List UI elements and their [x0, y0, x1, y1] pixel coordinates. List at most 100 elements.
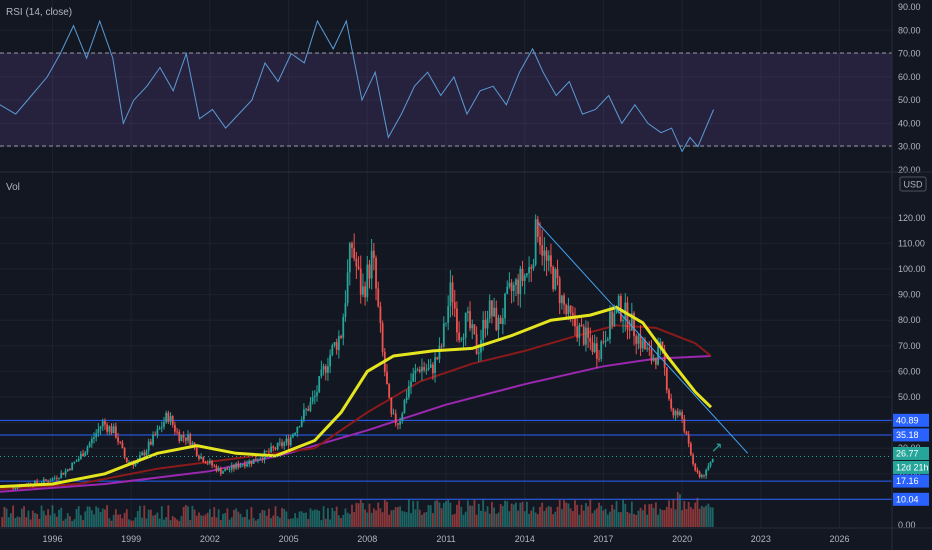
volume-bar: [543, 511, 546, 527]
candle-body: [285, 438, 288, 443]
volume-bar: [414, 509, 417, 527]
volume-bar: [119, 514, 122, 527]
price-tags: 40.89 35.18 26.77 12d 21h 17.16 10.04: [0, 413, 929, 506]
volume-bar: [401, 510, 404, 527]
candle-body: [552, 266, 555, 290]
volume-bar: [189, 519, 192, 527]
volume-bar: [447, 500, 450, 527]
volume-bar: [31, 510, 34, 527]
volume-bar: [206, 512, 209, 527]
volume-bar: [276, 515, 279, 527]
volume-bar: [541, 502, 544, 527]
volume-bar: [340, 518, 342, 527]
candle-body: [397, 423, 399, 425]
volume-bar: [27, 510, 30, 527]
volume-bar: [211, 516, 213, 527]
volume-bar: [73, 519, 76, 527]
volume-bar: [464, 511, 467, 527]
volume-bar: [93, 514, 95, 527]
candle-body: [434, 357, 436, 374]
rsi-pane[interactable]: RSI (14, close) 90.00 80.00 70.00 60.00 50.0…: [0, 2, 921, 175]
time-tick-label: 2020: [672, 534, 692, 544]
price-tag-label: 35.18: [896, 430, 919, 440]
volume-bar: [7, 517, 10, 527]
candle-body: [294, 433, 297, 435]
price-tick-label: 0.00: [898, 520, 916, 530]
candle-body: [160, 426, 163, 428]
candle-body: [517, 279, 520, 294]
volume-bar: [392, 509, 395, 527]
candle-body: [230, 465, 233, 470]
volume-bar: [257, 519, 259, 527]
candle-body: [497, 317, 500, 330]
volume-bar: [322, 506, 325, 527]
rsi-title: RSI (14, close): [6, 7, 72, 18]
volume-bar: [670, 508, 673, 527]
volume-bar: [659, 508, 662, 527]
volume-bar: [182, 507, 185, 527]
candle-body: [49, 480, 52, 482]
candle-body: [272, 446, 275, 448]
candle-body: [501, 318, 504, 324]
candle-body: [595, 343, 598, 359]
price-pane[interactable]: Vol 120.00 110.00 100.00 90.00 80.00 70.00 60.…: [0, 176, 929, 530]
volume-bar: [569, 508, 572, 527]
candle-body: [99, 426, 102, 429]
volume-bar: [622, 499, 624, 527]
candle-body: [423, 367, 426, 370]
volume-bar: [471, 505, 474, 527]
volume-bar: [296, 518, 299, 527]
time-tick-label: 2011: [436, 534, 455, 544]
volume-bar: [679, 494, 681, 527]
volume-bar: [215, 517, 218, 527]
candle-body: [473, 324, 476, 335]
volume-bar: [132, 520, 135, 527]
volume-bar: [97, 507, 100, 527]
volume-bar: [342, 514, 345, 527]
volume-bar: [635, 514, 638, 527]
volume-bar: [208, 509, 211, 527]
volume-bar: [5, 508, 8, 527]
candle-body: [377, 288, 380, 307]
candle-body: [184, 437, 187, 441]
volume-bar: [86, 506, 89, 527]
volume-bar: [88, 506, 91, 527]
currency-button[interactable]: USD: [899, 176, 927, 192]
time-tick-label: 1999: [121, 534, 141, 544]
rsi-tick-label: 80.00: [898, 25, 921, 35]
volume-bar: [248, 519, 251, 527]
volume-bar: [377, 502, 380, 527]
volume-bar: [558, 500, 561, 527]
volume-bar: [101, 508, 104, 527]
candle-body: [622, 320, 624, 321]
volume-bar: [501, 506, 504, 527]
volume-bar: [16, 516, 19, 527]
volume-bar: [495, 513, 498, 527]
volume-bar: [104, 509, 106, 527]
volume-bar: [379, 508, 382, 527]
time-tick-label: 2008: [357, 534, 377, 544]
candle-body: [152, 434, 154, 445]
time-tick-label: 1996: [42, 534, 62, 544]
volume-bar: [337, 515, 340, 527]
volume-bar: [674, 509, 677, 527]
volume-bar: [53, 513, 56, 527]
candle-body: [460, 339, 463, 341]
volume-bar: [136, 510, 139, 527]
candle-body: [86, 447, 89, 453]
volume-bar: [370, 512, 373, 527]
candle-body: [268, 451, 270, 453]
price-tag-bg: [893, 446, 929, 460]
candle-body: [567, 305, 570, 315]
candle-body: [233, 465, 235, 469]
volume-bar: [344, 508, 347, 527]
volume-bar: [331, 507, 334, 527]
volume-bar: [523, 511, 526, 527]
volume-bar: [213, 507, 216, 527]
candle-body: [353, 248, 356, 259]
volume-bar: [298, 511, 301, 527]
volume-bar: [230, 517, 233, 527]
volume-bar: [123, 512, 126, 527]
trendline[interactable]: [537, 222, 749, 454]
